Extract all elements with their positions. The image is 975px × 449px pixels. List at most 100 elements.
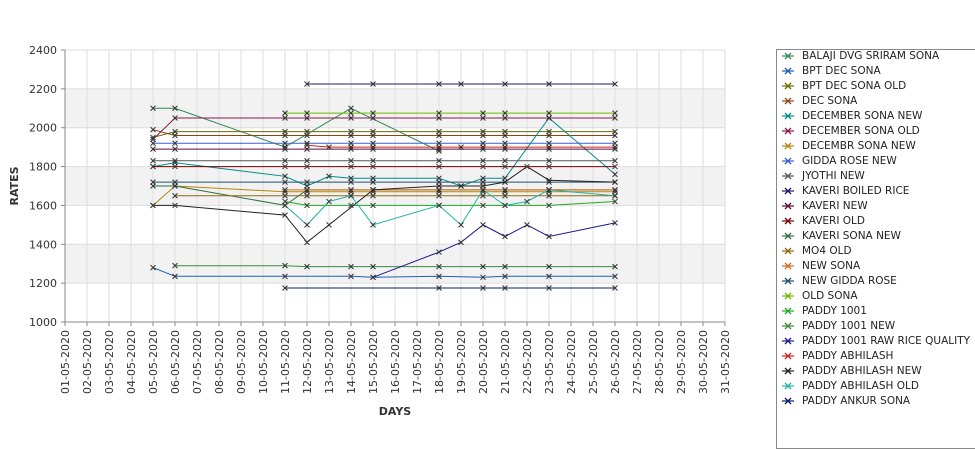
x-tick-label: 27-05-2020 <box>631 330 644 394</box>
data-point-marker <box>282 146 288 152</box>
data-point-marker <box>348 202 354 209</box>
data-point-marker <box>150 140 156 147</box>
data-point-marker <box>348 179 354 185</box>
data-point-marker <box>546 233 552 240</box>
x-tick-label: 01-05-2020 <box>59 330 72 394</box>
x-tick-label: 02-05-2020 <box>81 330 94 394</box>
legend-label: DECEMBR SONA NEW <box>802 140 916 152</box>
data-point-marker <box>546 285 552 291</box>
data-point-marker <box>612 132 618 139</box>
data-point-marker <box>348 105 354 112</box>
data-point-marker <box>370 81 376 87</box>
data-point-marker <box>348 263 354 270</box>
data-point-marker <box>370 157 376 164</box>
data-point-marker <box>172 140 178 147</box>
data-point-marker <box>524 198 530 205</box>
data-point-marker <box>370 110 376 116</box>
data-point-marker <box>282 115 288 121</box>
data-point-marker <box>612 81 618 87</box>
legend-marker-icon <box>782 367 794 375</box>
x-tick-label: 29-05-2020 <box>675 330 688 394</box>
data-point-marker <box>546 144 552 150</box>
legend-item: PADDY 1001 <box>777 305 974 317</box>
y-tick-label: 2400 <box>29 44 57 57</box>
series-group <box>150 157 618 164</box>
legend-marker-icon <box>782 112 794 120</box>
legend-item: GIDDA ROSE NEW <box>777 155 974 167</box>
data-point-marker <box>348 192 354 199</box>
x-tick-label: 18-05-2020 <box>433 330 446 394</box>
series-group <box>282 187 618 228</box>
data-point-marker <box>612 187 618 193</box>
data-point-marker <box>282 132 288 139</box>
y-tick-label: 1800 <box>29 161 57 174</box>
x-tick-label: 11-05-2020 <box>279 330 292 394</box>
data-point-marker <box>480 157 486 164</box>
data-point-marker <box>480 222 486 228</box>
data-point-marker <box>370 179 376 185</box>
data-point-marker <box>282 163 288 170</box>
x-tick-label: 09-05-2020 <box>235 330 248 394</box>
legend-marker-icon <box>782 52 794 60</box>
x-tick-label: 07-05-2020 <box>191 330 204 394</box>
data-point-marker <box>304 192 310 199</box>
data-point-marker <box>502 233 508 240</box>
data-point-marker <box>370 202 376 209</box>
data-point-marker <box>612 144 618 150</box>
data-point-marker <box>150 126 156 133</box>
series-layer <box>150 81 618 291</box>
legend-label: NEW SONA <box>802 260 861 272</box>
data-point-marker <box>282 140 288 147</box>
data-point-marker <box>502 132 508 139</box>
legend-marker-icon <box>782 322 794 330</box>
data-point-marker <box>436 249 442 255</box>
data-point-marker <box>370 187 376 193</box>
data-point-marker <box>480 263 486 270</box>
data-point-marker <box>524 163 530 170</box>
data-point-marker <box>304 187 310 193</box>
data-point-marker <box>282 212 288 218</box>
legend-item: BALAJI DVG SRIRAM SONA <box>777 50 974 62</box>
series-line <box>372 222 616 278</box>
x-tick-label: 28-05-2020 <box>653 330 666 394</box>
data-point-marker <box>480 115 486 121</box>
data-point-marker <box>172 105 178 112</box>
x-tick-label: 17-05-2020 <box>411 330 424 394</box>
legend-label: PADDY 1001 NEW <box>802 320 896 332</box>
legend-item: KAVERI BOILED RICE <box>777 185 974 197</box>
legend-marker-icon <box>782 277 794 285</box>
data-point-marker <box>458 144 464 150</box>
legend-item: KAVERI OLD <box>777 215 974 227</box>
data-point-marker <box>150 163 156 170</box>
data-point-marker <box>150 146 156 152</box>
x-tick-label: 16-05-2020 <box>389 330 402 394</box>
data-point-marker <box>480 144 486 150</box>
data-point-marker <box>282 192 288 199</box>
data-point-marker <box>612 285 618 291</box>
series-line <box>284 189 616 226</box>
data-point-marker <box>282 157 288 164</box>
data-point-marker <box>304 157 310 164</box>
data-point-marker <box>612 157 618 164</box>
legend-marker-icon <box>782 217 794 225</box>
data-point-marker <box>612 263 618 270</box>
legend-item: BPT DEC SONA <box>777 65 974 77</box>
x-tick-label: 23-05-2020 <box>543 330 556 394</box>
legend-item: DECEMBR SONA NEW <box>777 140 974 152</box>
legend-marker-icon <box>782 142 794 150</box>
legend-label: KAVERI BOILED RICE <box>802 185 910 197</box>
legend-label: PADDY 1001 <box>802 305 867 317</box>
series-group <box>172 262 618 270</box>
data-point-marker <box>348 157 354 164</box>
legend-marker-icon <box>782 67 794 75</box>
data-point-marker <box>150 157 156 164</box>
data-point-marker <box>370 144 376 150</box>
series-group <box>304 81 618 87</box>
series-group <box>282 285 618 291</box>
legend-item: MO4 OLD <box>777 245 974 257</box>
legend-label: KAVERI NEW <box>802 200 868 212</box>
data-point-marker <box>436 202 442 209</box>
x-tick-label: 20-05-2020 <box>477 330 490 394</box>
legend-label: NEW GIDDA ROSE <box>802 275 897 287</box>
data-point-marker <box>172 262 178 269</box>
